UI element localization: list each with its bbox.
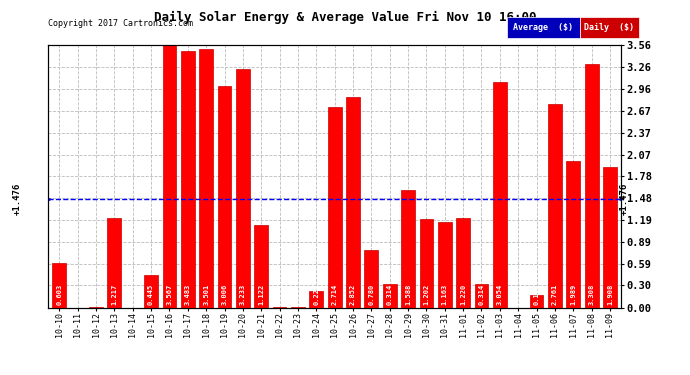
Text: 0.445: 0.445 [148,284,154,305]
Bar [52,263,66,308]
Text: +1.476: +1.476 [620,183,629,215]
Text: 0.603: 0.603 [57,284,62,305]
Text: 3.567: 3.567 [166,284,172,305]
Bar [548,104,562,308]
Text: 1.202: 1.202 [424,284,429,305]
Text: 3.308: 3.308 [589,284,595,305]
Bar [364,250,378,307]
Text: 0.314: 0.314 [478,284,484,305]
Bar [346,97,360,308]
Bar [108,218,121,308]
Bar [217,86,231,308]
Text: Daily Solar Energy & Average Value Fri Nov 10 16:00: Daily Solar Energy & Average Value Fri N… [154,11,536,24]
Text: 0.314: 0.314 [386,284,393,305]
Text: 0.224: 0.224 [313,284,319,305]
Bar [163,45,177,308]
Text: 3.006: 3.006 [221,284,228,305]
Bar [420,219,433,308]
Text: 1.908: 1.908 [607,284,613,305]
Text: Copyright 2017 Cartronics.com: Copyright 2017 Cartronics.com [48,19,193,28]
Text: Daily  ($): Daily ($) [584,22,634,32]
Bar [475,284,489,308]
Bar [438,222,452,308]
Bar [584,64,598,308]
Text: 1.989: 1.989 [570,284,576,305]
Bar [383,284,397,308]
Bar [603,167,617,308]
Bar [236,69,250,308]
Text: 1.588: 1.588 [405,284,411,305]
Bar [309,291,323,308]
Bar [401,190,415,308]
Text: 0.780: 0.780 [368,284,375,305]
Text: 2.714: 2.714 [332,284,337,305]
Text: 1.220: 1.220 [460,284,466,305]
Bar [255,225,268,308]
Text: 3.233: 3.233 [240,284,246,305]
Text: 1.217: 1.217 [111,284,117,305]
Text: 1.122: 1.122 [258,284,264,305]
Bar [493,82,506,308]
Text: 3.054: 3.054 [497,284,503,305]
Text: 2.761: 2.761 [552,284,558,305]
Bar [199,50,213,308]
Bar [566,161,580,308]
Text: +1.476: +1.476 [12,183,22,215]
Text: 3.483: 3.483 [185,284,191,305]
Text: 0.165: 0.165 [533,284,540,305]
Bar [530,296,544,307]
Text: 3.501: 3.501 [203,284,209,305]
Text: 1.163: 1.163 [442,284,448,305]
Bar [181,51,195,308]
Bar [328,107,342,308]
Bar [144,274,158,308]
Text: 2.852: 2.852 [350,284,356,305]
Bar [456,217,470,308]
Text: Average  ($): Average ($) [513,22,573,32]
